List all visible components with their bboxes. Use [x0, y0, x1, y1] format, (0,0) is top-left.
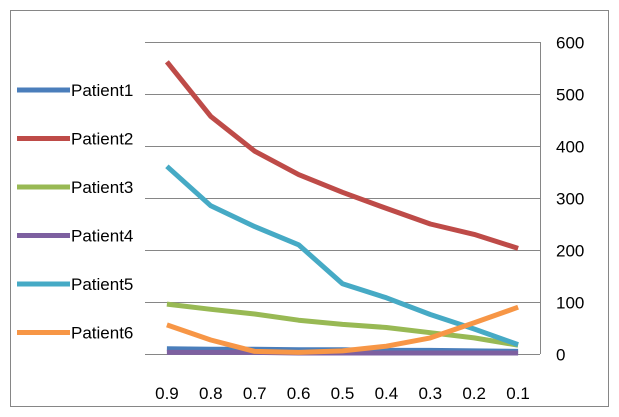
- x-axis-ticks: 0.9 0.8 0.7 0.6 0.5 0.4 0.3 0.2 0.1: [155, 384, 530, 403]
- y-axis-ticks: 0 100 200 300 400 500 600: [556, 34, 584, 365]
- legend-label: Patient4: [71, 227, 133, 246]
- legend-label: Patient2: [71, 130, 133, 149]
- legend-label: Patient5: [71, 275, 133, 294]
- series-line-patient6: [166, 304, 519, 355]
- legend-label: Patient1: [71, 81, 133, 100]
- y-tick-label: 200: [556, 242, 584, 261]
- x-tick-label: 0.1: [506, 384, 530, 403]
- x-tick-label: 0.9: [155, 384, 179, 403]
- x-tick-label: 0.2: [462, 384, 486, 403]
- x-tick-label: 0.7: [243, 384, 267, 403]
- y-tick-label: 0: [556, 346, 565, 365]
- y-tick-label: 600: [556, 34, 584, 53]
- legend-label: Patient3: [71, 178, 133, 197]
- series-line-patient2: [164, 60, 519, 251]
- y-tick-label: 400: [556, 138, 584, 157]
- legend-label: Patient6: [71, 324, 133, 343]
- x-tick-label: 0.6: [287, 384, 311, 403]
- gridlines: [145, 42, 541, 355]
- y-tick-label: 300: [556, 190, 584, 209]
- series-lines: [164, 60, 519, 356]
- y-tick-label: 100: [556, 294, 584, 313]
- y-tick-label: 500: [556, 86, 584, 105]
- x-tick-label: 0.8: [199, 384, 223, 403]
- series-line-patient3: [166, 301, 519, 348]
- x-tick-label: 0.4: [375, 384, 399, 403]
- chart-frame: [10, 10, 609, 407]
- x-tick-label: 0.5: [331, 384, 355, 403]
- series-line-patient5: [165, 164, 519, 347]
- x-tick-label: 0.3: [418, 384, 442, 403]
- legend: Patient1 Patient2 Patient3 Patient4 Patient5…: [17, 81, 133, 343]
